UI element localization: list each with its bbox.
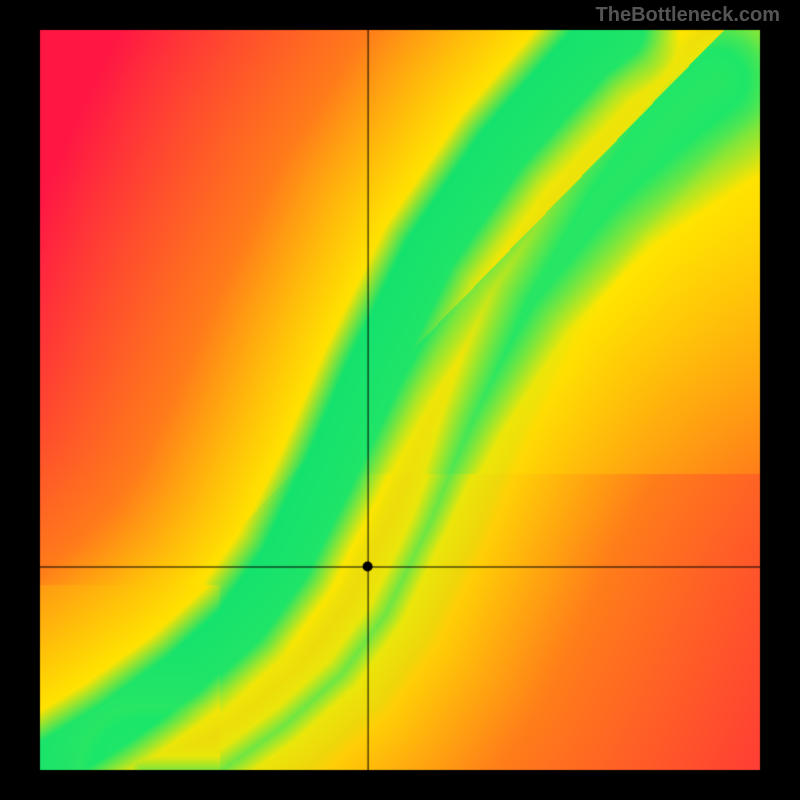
- watermark-text: TheBottleneck.com: [596, 4, 780, 27]
- chart-container: TheBottleneck.com: [0, 0, 800, 800]
- heatmap-canvas: [0, 0, 800, 800]
